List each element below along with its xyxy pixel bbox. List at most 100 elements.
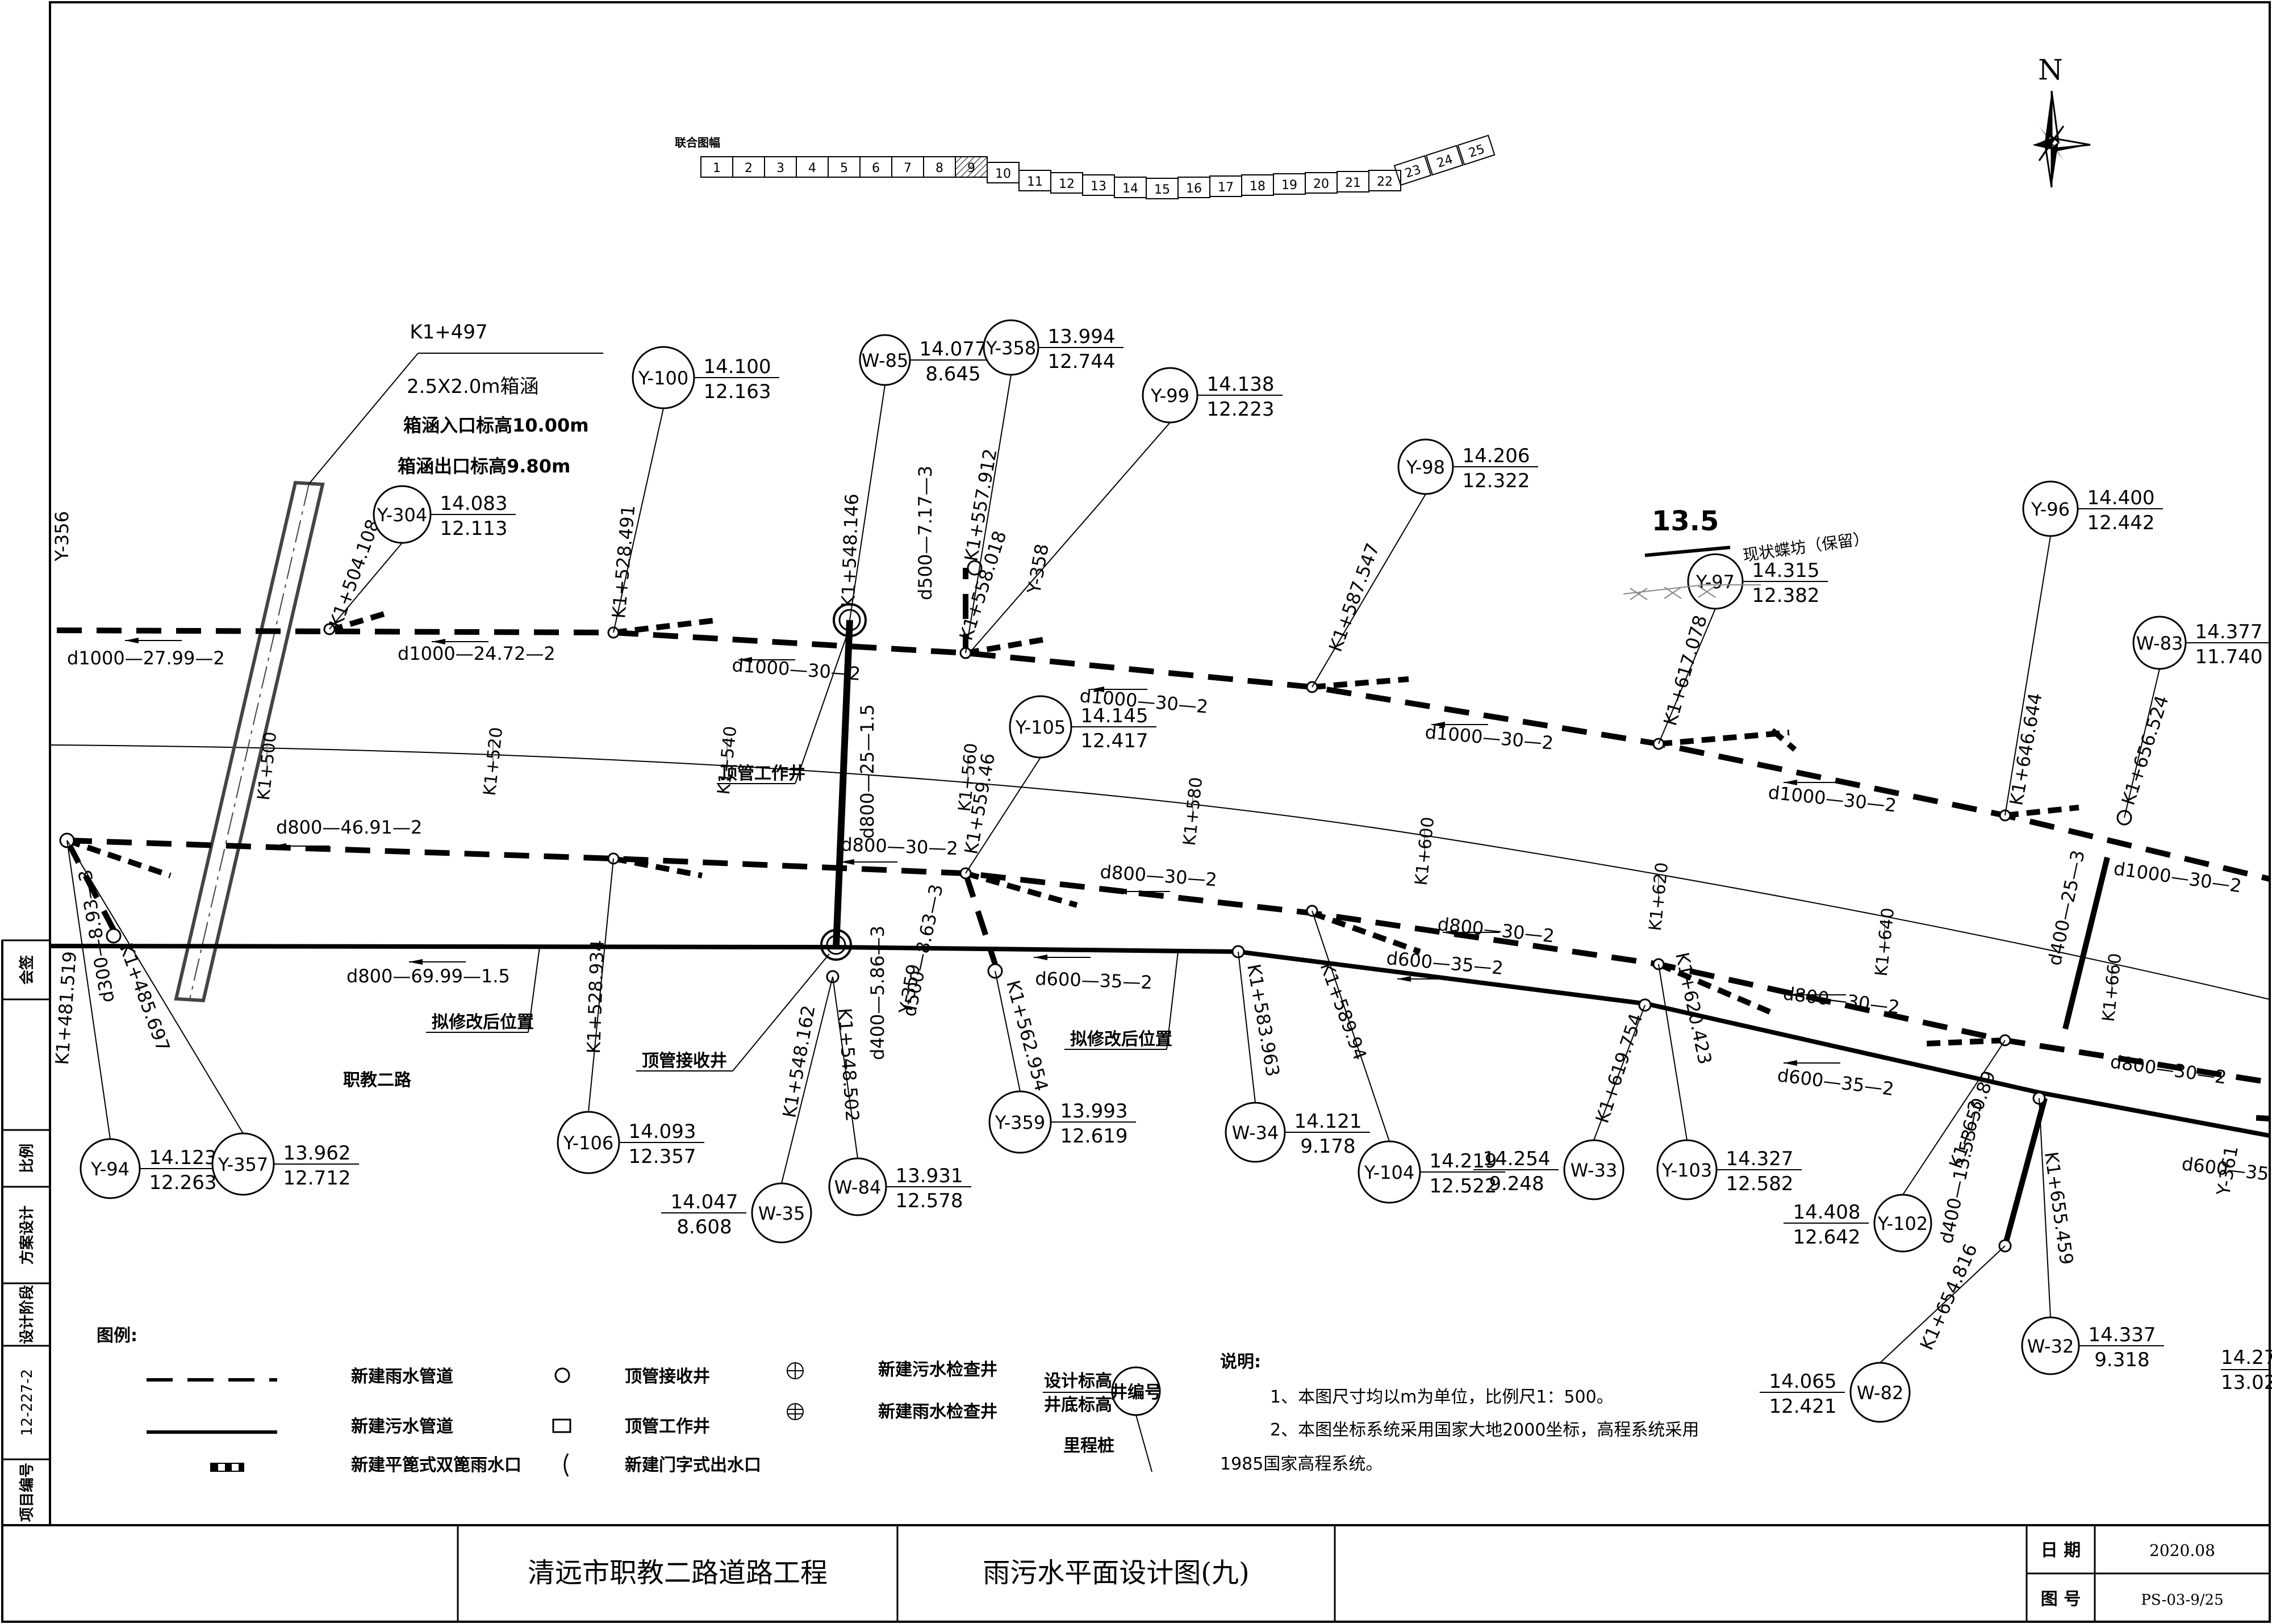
notes: 说明: 1、本图尺寸均以m为单位，比例尺1：500。 2、本图坐标系统采用国家大…: [1220, 1352, 1699, 1474]
date-label: 日 期: [2041, 1541, 2081, 1560]
joint-sheet-cell-label: 19: [1281, 178, 1297, 192]
pipe-work-well-icon: [833, 603, 867, 637]
well-bottom-elev: 12.322: [1463, 470, 1530, 492]
flow-arrow-icon: [841, 859, 897, 865]
well-bottom-elev: 12.578: [896, 1190, 963, 1212]
well-callout: W-32 14.337 9.318: [2021, 1098, 2164, 1375]
sewer-pipe: [49, 620, 2270, 1247]
north-label: N: [2038, 53, 2063, 86]
pipe-label-vertical: Y-356: [51, 511, 73, 562]
station-label: K1+548.146: [837, 493, 863, 608]
well-design-elev: 14.408: [1793, 1201, 1861, 1224]
joint-sheet-cell-label: 9: [967, 161, 975, 175]
well-id: Y-357: [218, 1154, 268, 1175]
receive-well-legend-icon: [554, 1367, 570, 1383]
pipe-label-vertical: d800—25—1.5: [857, 704, 878, 839]
legend: 图例: 新建雨水管道 新建污水管道 新建平篦式双篦雨水口 顶管接收井 顶管工作井…: [97, 1326, 1162, 1477]
pipe-label: d1000—27.99—2: [67, 647, 225, 669]
well-callout: W-83 14.377 11.740: [2124, 616, 2271, 818]
joint-sheet-cell-label: 7: [904, 161, 912, 175]
well-id: W-32: [2027, 1336, 2074, 1357]
well-bottom-elev: 12.744: [1048, 350, 1116, 373]
pipe-work-well-label: 顶管工作井: [720, 764, 805, 784]
joint-sheet-cell-label: 22: [1377, 175, 1393, 189]
notes-line2: 2、本图坐标系统采用国家大地2000坐标，高程系统采用: [1270, 1420, 1699, 1440]
drawing-no-label: 图 号: [2041, 1589, 2081, 1609]
side-label-scheme: 方案设计: [18, 1206, 36, 1265]
well-design-elev: 13.994: [1048, 325, 1116, 348]
culvert-size: 2.5X2.0m箱涵: [407, 375, 539, 398]
pipe-receive-well-icon: [820, 929, 852, 961]
date-value: 2020.08: [2149, 1541, 2215, 1560]
joint-sheet-cell-label: 15: [1154, 183, 1170, 197]
rain-inlet-stubs: [66, 610, 2270, 1121]
flow-arrow-icon: [1789, 992, 1846, 998]
well-id: Y-106: [563, 1132, 613, 1154]
elevation-13-5: 13.5: [1652, 505, 1719, 537]
well-design-elev: 14.123: [149, 1146, 217, 1169]
well-design-elev: 14.138: [1207, 373, 1275, 396]
legend-receive-well: 顶管接收井: [625, 1367, 710, 1387]
well-bottom-elev: 12.642: [1793, 1226, 1861, 1249]
joint-sheet-cell: 16: [1177, 177, 1210, 198]
well-callout: W-33 14.254 9.248: [1473, 1004, 1645, 1200]
well-design-elev: 14.077: [920, 338, 987, 361]
well-bottom-elev: 12.357: [629, 1145, 696, 1168]
road-centerline: [51, 744, 2270, 1000]
well-design-elev: 14.145: [1081, 705, 1148, 727]
culvert-outlet: 箱涵出口标高9.80m: [398, 455, 570, 477]
pipe-label: d800—30—2: [841, 834, 959, 859]
culvert-station: K1+497: [410, 321, 487, 344]
pipe-label-vertical: d400—5.86—3: [867, 926, 888, 1060]
well-id: Y-94: [90, 1158, 130, 1180]
well-design-elev: 14.337: [2089, 1324, 2156, 1346]
work-well-legend-icon: [552, 1418, 571, 1433]
joint-sheet-cell-label: 3: [776, 161, 784, 175]
well-bottom-elev: 12.522: [1430, 1175, 1497, 1198]
joint-sheet-cell-label: 12: [1059, 177, 1075, 191]
pipe-label: d800—46.91—2: [276, 817, 422, 838]
well-design-elev: 14.315: [1752, 559, 1820, 582]
notes-line3: 1985国家高程系统。: [1220, 1454, 1383, 1474]
well-bottom-elev: 12.417: [1081, 730, 1148, 752]
legend-rain-inspect: 新建雨水检查井: [878, 1402, 997, 1422]
flow-arrow-icon: [1784, 780, 1840, 785]
joint-sheet-cell-label: 6: [872, 161, 880, 175]
well-design-elev: 14.377: [2195, 621, 2263, 643]
well-bottom-elev: 11.740: [2195, 646, 2263, 668]
well-id: Y-304: [377, 504, 427, 526]
flow-arrow-icon: [738, 657, 795, 663]
legend-well-no: 井编号: [1110, 1383, 1162, 1403]
well-callout: Y-103 14.327 12.582: [1656, 964, 1802, 1200]
well-bottom-elev: 12.421: [1769, 1395, 1837, 1418]
well-design-elev: 14.065: [1769, 1370, 1837, 1393]
well-id: Y-105: [1015, 717, 1066, 738]
project-title: 清远市职教二路道路工程: [528, 1557, 828, 1589]
well-design-elev: 14.27: [2221, 1346, 2272, 1369]
drawing-title: 雨污水平面设计图(九): [983, 1557, 1249, 1589]
well-bottom-elev: 8.608: [676, 1216, 732, 1238]
joint-sheet-cell-label: 21: [1345, 176, 1361, 190]
pipe-receive-well-label: 顶管接收井: [642, 1051, 727, 1071]
legend-design-elev: 设计标高: [1044, 1371, 1112, 1391]
well-design-elev: 14.093: [629, 1120, 696, 1143]
side-label-stage: 设计阶段: [18, 1285, 36, 1344]
outlet-legend-icon: [563, 1453, 569, 1477]
well-id: Y-358: [985, 337, 1036, 359]
flow-arrow-icon: [1091, 687, 1147, 692]
joint-sheet-cell-label: 8: [935, 161, 943, 175]
flow-arrow-icon: [1113, 889, 1170, 894]
well-id: W-84: [834, 1177, 882, 1198]
joint-sheet-cell-label: 10: [995, 167, 1011, 181]
pipe-label: d1000—24.72—2: [398, 643, 556, 664]
